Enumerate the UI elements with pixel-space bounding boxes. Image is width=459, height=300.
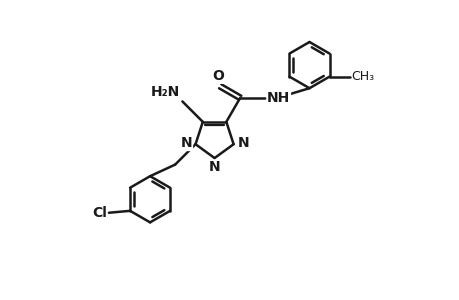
Text: N: N <box>180 136 192 150</box>
Text: N: N <box>209 160 220 174</box>
Text: O: O <box>212 69 224 83</box>
Text: N: N <box>237 136 249 150</box>
Text: Cl: Cl <box>92 206 107 220</box>
Text: CH₃: CH₃ <box>350 70 373 83</box>
Text: H₂N: H₂N <box>151 85 180 100</box>
Text: NH: NH <box>267 91 290 105</box>
